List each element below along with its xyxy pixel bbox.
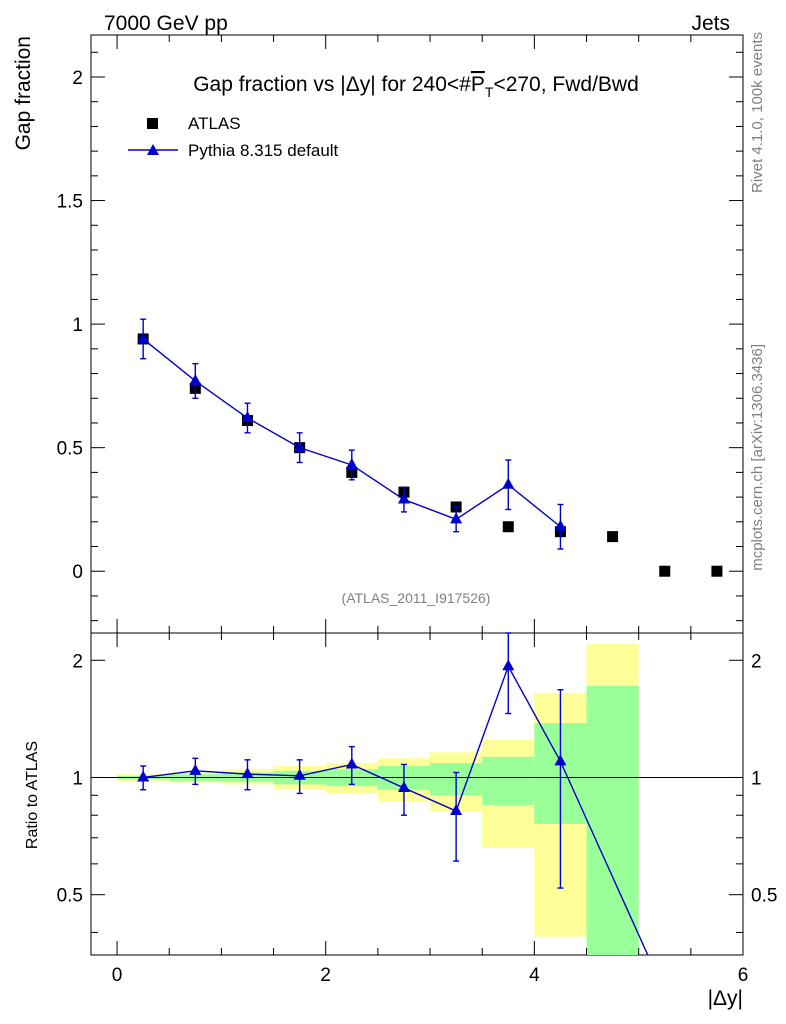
- ratio-point: [397, 780, 410, 792]
- pythia-line: [142, 338, 561, 528]
- analysis-id: (ATLAS_2011_I917526): [342, 590, 491, 606]
- plot-title-p: P: [471, 73, 485, 96]
- ratio-y-tick-label-right: 2: [751, 651, 762, 672]
- pythia-point: [554, 519, 567, 531]
- main-y-tick-label: 2: [72, 68, 83, 89]
- legend-atlas-label: ATLAS: [188, 114, 241, 133]
- plot-title-sub: T: [485, 84, 494, 100]
- process-label: Jets: [691, 12, 730, 35]
- legend-pythia-marker: [147, 144, 159, 155]
- ratio-uncertainty-bands: [91, 644, 743, 955]
- pythia-point: [189, 373, 202, 385]
- green-band: [482, 756, 535, 805]
- atlas-point: [502, 521, 514, 533]
- x-tick-label: 6: [738, 965, 749, 986]
- ratio-axis-ticks: 0.5 0.5 1 1 2 2 0 2 4 6: [57, 633, 777, 986]
- ratio-point: [241, 767, 254, 779]
- main-axis-ticks: 0 0.5 1 1.5 2: [57, 35, 744, 633]
- ratio-y-tick-label-right: 0.5: [751, 886, 777, 907]
- pythia-point: [345, 457, 358, 469]
- ratio-point: [450, 804, 463, 816]
- ratio-point: [345, 757, 358, 769]
- pythia-point: [502, 477, 515, 489]
- ratio-pythia-line: [143, 664, 649, 955]
- ratio-y-tick-label-right: 1: [751, 768, 762, 789]
- side-label-mcplots: mcplots.cern.ch [arXiv:1306.3436]: [749, 344, 766, 571]
- pythia-point: [137, 331, 150, 343]
- pythia-point: [241, 411, 254, 423]
- atlas-point: [711, 565, 723, 577]
- ratio-y-axis-label: Ratio to ATLAS: [24, 741, 41, 849]
- ratio-point: [189, 763, 202, 775]
- x-tick-label: 4: [529, 965, 540, 986]
- x-tick-label: 2: [320, 965, 331, 986]
- green-band: [586, 685, 639, 955]
- legend-atlas-marker: [147, 118, 158, 129]
- pythia-point: [450, 512, 463, 524]
- main-y-tick-label: 1.5: [57, 192, 83, 213]
- plot-title-main: Gap fraction vs |Δy| for 240<#: [193, 73, 471, 96]
- plot-title: Gap fraction vs |Δy| for 240<#PT<270, Fw…: [193, 73, 639, 100]
- side-label-rivet: Rivet 4.1.0, 100k events: [749, 32, 766, 193]
- x-axis-label: |Δy|: [708, 987, 743, 1010]
- legend-pythia-label: Pythia 8.315 default: [188, 141, 339, 160]
- ratio-plot-frame: [90, 632, 744, 956]
- pythia-point: [397, 492, 410, 504]
- ratio-point: [554, 754, 567, 766]
- energy-label: 7000 GeV pp: [104, 12, 228, 35]
- ratio-point: [137, 770, 150, 782]
- atlas-point: [659, 565, 671, 577]
- main-y-tick-label: 1: [72, 315, 83, 336]
- ratio-point: [502, 659, 515, 671]
- main-y-axis-label: Gap fraction: [12, 36, 35, 150]
- ratio-y-tick-label: 1: [72, 768, 83, 789]
- ratio-y-tick-label: 2: [72, 651, 83, 672]
- x-tick-label: 0: [112, 965, 123, 986]
- pythia-point: [293, 440, 306, 452]
- ratio-point: [293, 768, 306, 780]
- atlas-point: [607, 531, 619, 543]
- main-y-tick-label: 0: [72, 562, 83, 583]
- main-y-tick-label: 0.5: [57, 439, 83, 460]
- ratio-y-tick-label: 0.5: [57, 886, 83, 907]
- plot-title-tail: <270, Fwd/Bwd: [493, 73, 638, 96]
